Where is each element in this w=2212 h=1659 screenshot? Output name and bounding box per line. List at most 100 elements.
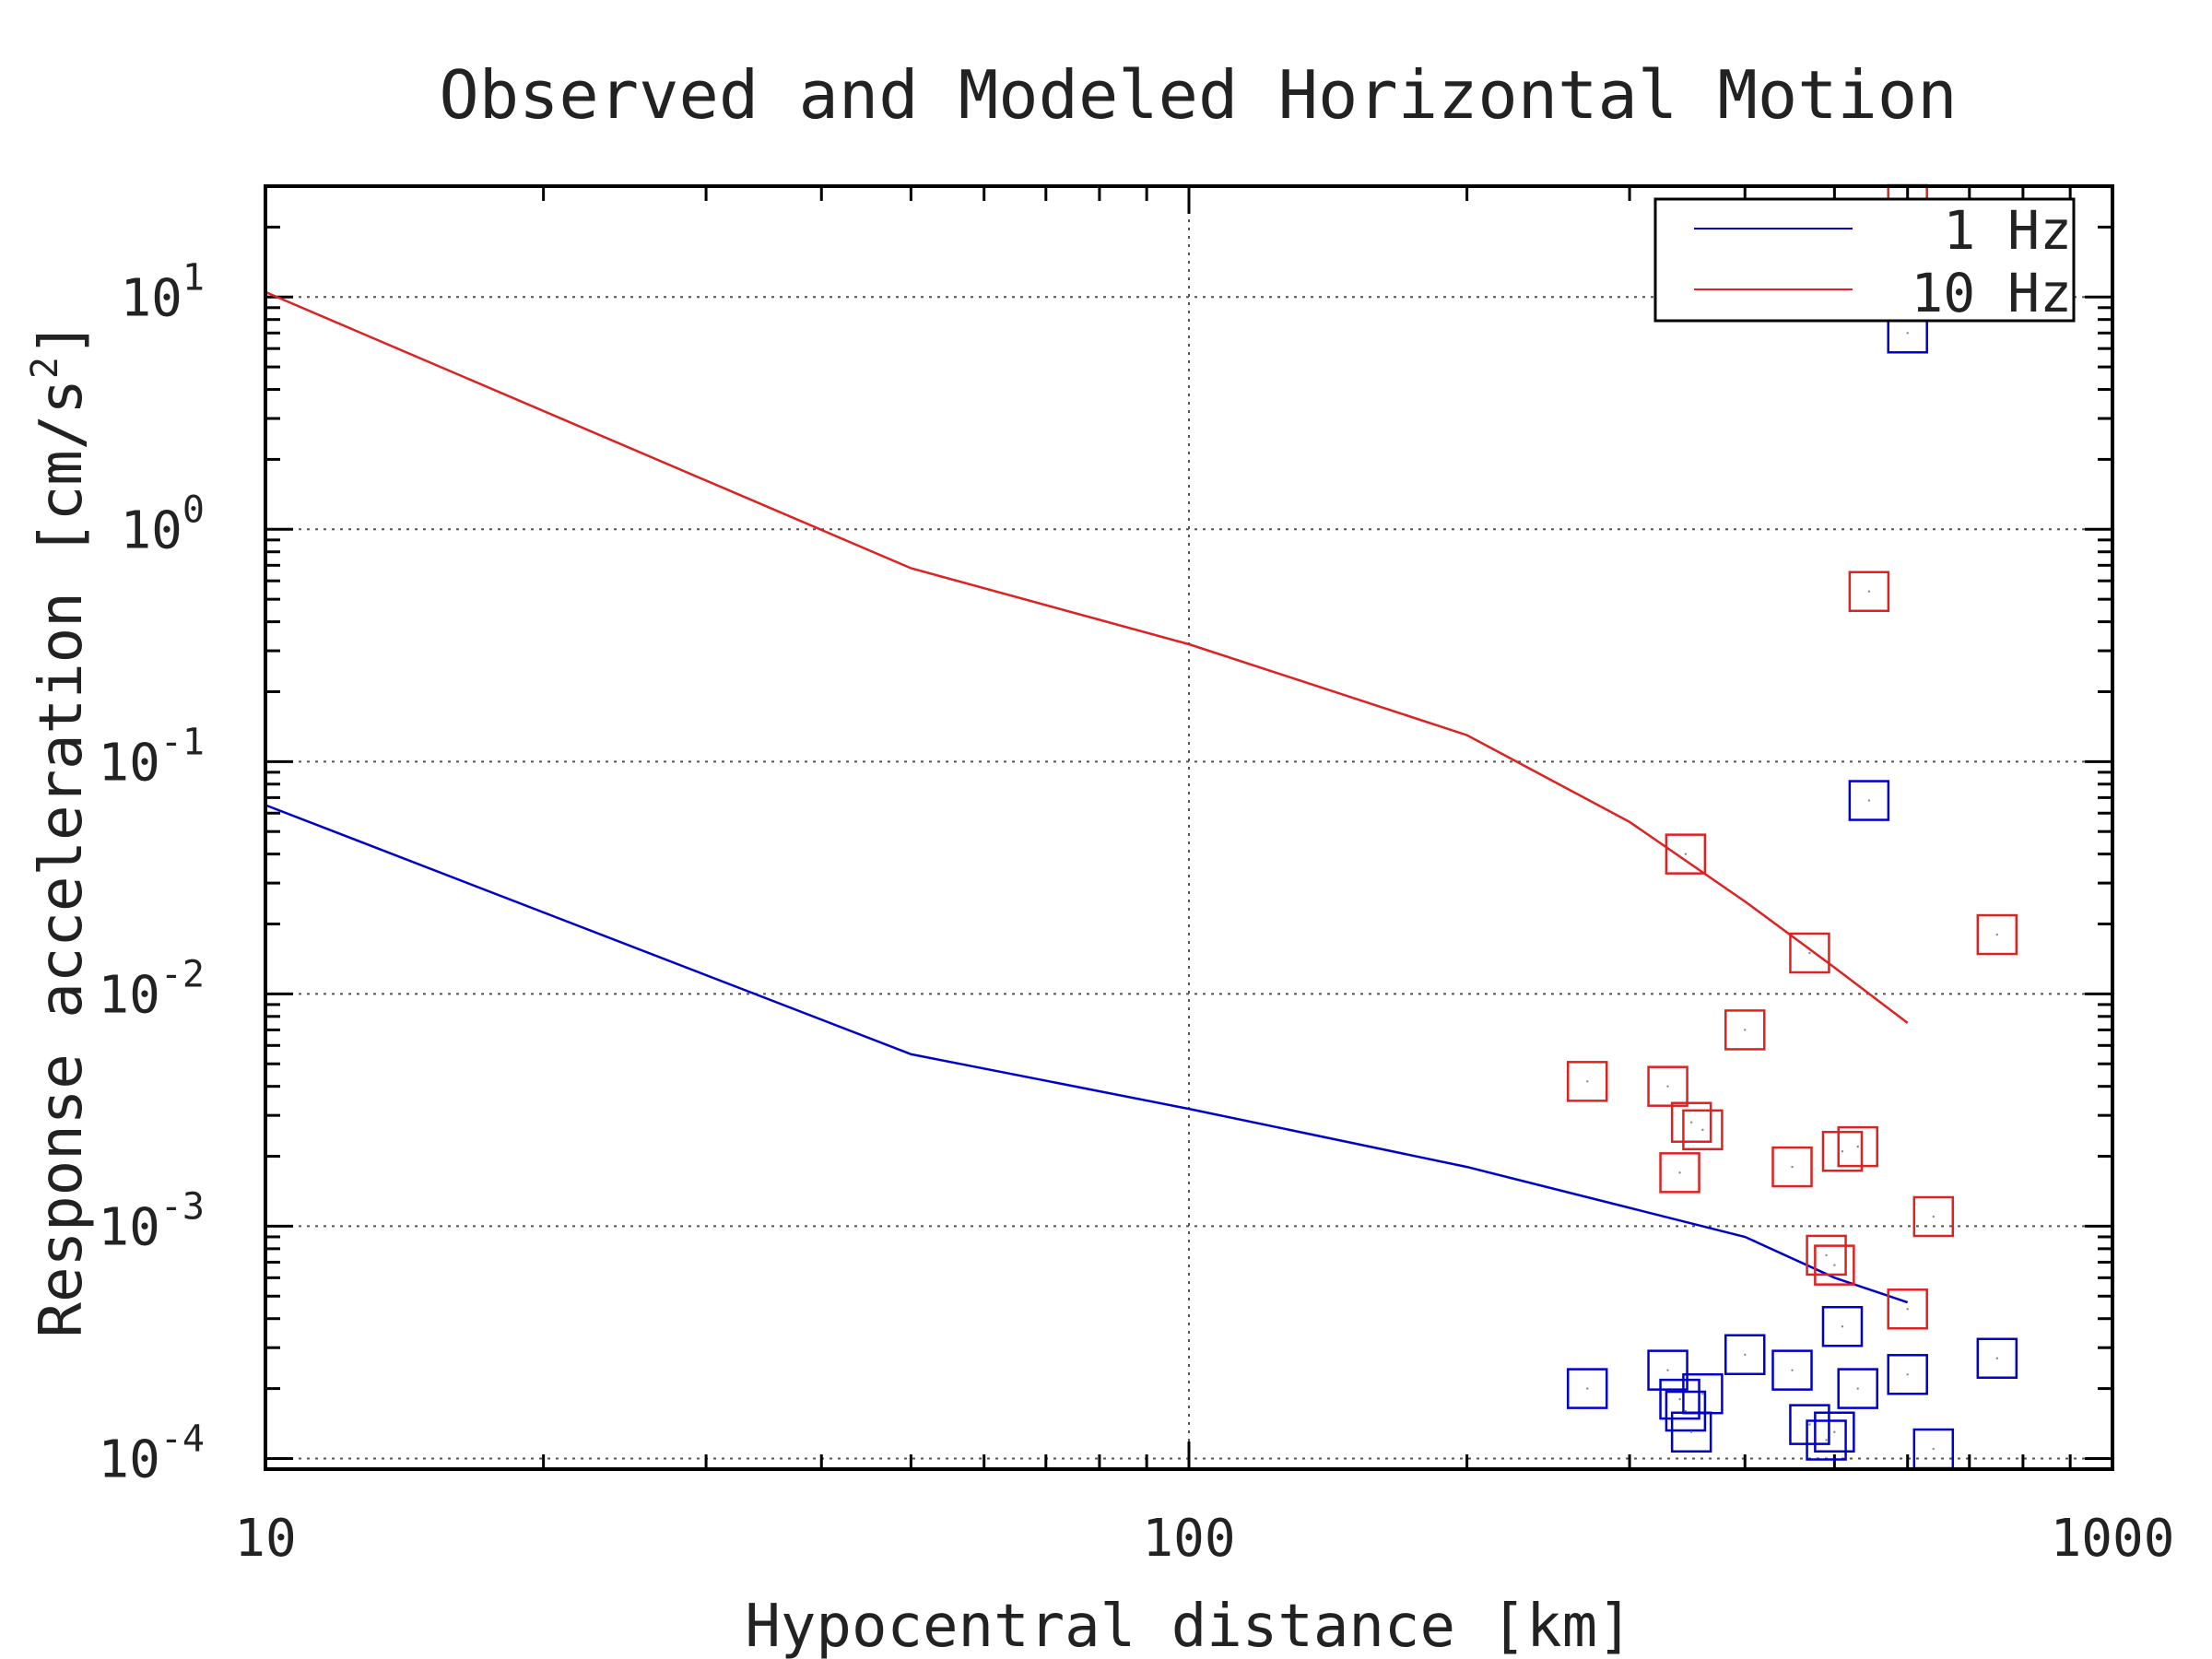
chart-title: Observed and Modeled Horizontal Motion: [439, 56, 1957, 134]
x-tick-labels: 10 100 1000: [234, 1509, 2174, 1569]
observed-point-1hz: [1789, 1404, 1830, 1445]
observed-point-1hz-center: [1744, 1353, 1747, 1356]
y-tick-label: 10-4: [98, 1418, 205, 1489]
y-tick-exponent: 0: [182, 488, 205, 531]
observed-point-10hz: [1912, 1195, 1955, 1238]
observed-point-10hz-center: [1833, 1264, 1836, 1266]
observed-point-10hz-center: [1825, 1253, 1828, 1257]
y-tick-base: 10: [120, 500, 182, 560]
observed-point-10hz-center: [1841, 1150, 1844, 1153]
grid-lines: [265, 186, 2112, 1469]
observed-point-10hz: [1887, 1288, 1928, 1330]
observed-point-1hz: [1771, 1349, 1813, 1391]
series-lines: [265, 290, 1909, 1304]
observed-point-1hz-center: [1678, 1397, 1681, 1401]
observed-point-1hz-center: [1833, 1430, 1836, 1433]
observed-point-1hz-center: [1666, 1369, 1669, 1371]
model-line-10hz: [265, 290, 1909, 1024]
observed-point-10hz: [1724, 1009, 1766, 1051]
observed-point-10hz: [1566, 1061, 1608, 1102]
observed-point-10hz-center: [1808, 951, 1811, 955]
x-axis-label: Hypocentral distance [km]: [745, 1593, 1632, 1659]
observed-point-10hz-center: [1791, 1165, 1794, 1169]
observed-point-1hz-center: [1701, 1393, 1704, 1395]
observed-point-1hz-center: [1586, 1387, 1589, 1390]
y-tick-label: 101: [120, 256, 205, 328]
model-line-1hz: [265, 804, 1909, 1304]
y-tick-base: 10: [98, 733, 159, 793]
y-tick-base: 10: [98, 965, 159, 1025]
y-tick-exponent: 1: [182, 256, 205, 299]
observed-point-10hz-center: [1666, 1085, 1669, 1088]
observed-point-10hz-center: [1586, 1080, 1589, 1083]
legend-box: [1653, 197, 2076, 323]
observed-point-10hz-center: [1744, 1029, 1747, 1031]
x-tick-label: 100: [1142, 1509, 1235, 1569]
observed-point-10hz: [1647, 1065, 1688, 1107]
observed-point-1hz: [1848, 780, 1890, 821]
observed-points: [1566, 183, 2018, 1470]
legend-label-1hz: 1 Hz: [1943, 199, 2072, 262]
observed-point-1hz-center: [1995, 1357, 1999, 1359]
observed-point-10hz-center: [1856, 1145, 1859, 1148]
y-tick-base: 10: [98, 1197, 159, 1257]
observed-point-1hz: [1647, 1349, 1688, 1391]
observed-point-10hz-center: [1689, 1121, 1693, 1124]
y-tick-exponent: -3: [160, 1185, 205, 1228]
observed-point-10hz: [1665, 833, 1707, 875]
observed-point-10hz: [1659, 1152, 1700, 1194]
observed-point-1hz: [1976, 1337, 2018, 1379]
observed-point-1hz-center: [1808, 1423, 1811, 1426]
observed-point-1hz: [1806, 1419, 1847, 1461]
y-tick-label: 10-3: [98, 1185, 205, 1257]
observed-point-1hz: [1665, 1390, 1707, 1432]
observed-point-10hz: [1789, 932, 1830, 974]
observed-point-10hz: [1976, 913, 2018, 956]
observed-point-10hz: [1806, 1234, 1847, 1277]
observed-point-10hz: [1670, 1101, 1712, 1143]
observed-point-10hz-center: [1701, 1128, 1704, 1132]
observed-point-10hz-center: [1906, 1308, 1909, 1311]
observed-point-10hz: [1682, 1109, 1724, 1151]
observed-point-1hz-center: [1906, 332, 1909, 335]
observed-point-1hz-center: [1867, 799, 1871, 802]
observed-point-10hz: [1821, 1130, 1864, 1172]
y-tick-base: 10: [120, 268, 182, 328]
observed-point-10hz-center: [1678, 1171, 1681, 1174]
y-tick-label: 10-2: [98, 953, 205, 1025]
observed-point-10hz: [1848, 571, 1890, 612]
observed-point-1hz: [1887, 1354, 1928, 1395]
x-tick-label: 1000: [2051, 1509, 2175, 1569]
y-axis-label-sup: 2: [24, 357, 66, 379]
observed-point-1hz-center: [1841, 1325, 1844, 1328]
observed-point-10hz-center: [1995, 933, 1999, 936]
observed-point-1hz-center: [1689, 1430, 1693, 1433]
observed-point-10hz: [1771, 1146, 1813, 1188]
y-tick-exponent: -1: [160, 721, 205, 763]
observed-point-1hz: [1821, 1306, 1864, 1347]
observed-point-1hz-center: [1932, 1447, 1935, 1451]
y-axis-label: Response acceleration [cm/s2]: [24, 322, 96, 1338]
y-tick-label: 10-1: [98, 721, 205, 793]
y-axis-label-main: Response acceleration [cm/s: [28, 379, 96, 1337]
observed-point-1hz: [1566, 1368, 1608, 1409]
observed-point-10hz-center: [1684, 853, 1688, 855]
plot-frame: [264, 184, 2114, 1471]
observed-point-1hz: [1724, 1334, 1766, 1376]
legend-label-10hz: 10 Hz: [1911, 262, 2072, 324]
observed-point-1hz: [1814, 1411, 1855, 1453]
observed-point-1hz: [1659, 1378, 1700, 1420]
y-axis-label-tail: ]: [28, 322, 96, 358]
y-tick-exponent: -2: [160, 953, 205, 995]
observed-point-1hz-center: [1825, 1439, 1828, 1441]
observed-point-10hz-center: [1932, 1215, 1935, 1218]
observed-point-1hz: [1837, 1368, 1878, 1409]
observed-point-1hz-center: [1791, 1369, 1794, 1371]
observed-point-1hz: [1682, 1372, 1724, 1415]
y-tick-exponent: -4: [160, 1418, 205, 1460]
y-tick-base: 10: [98, 1430, 159, 1489]
observed-point-10hz: [1837, 1125, 1878, 1168]
legend: 1 Hz 10 Hz: [1653, 197, 2076, 324]
